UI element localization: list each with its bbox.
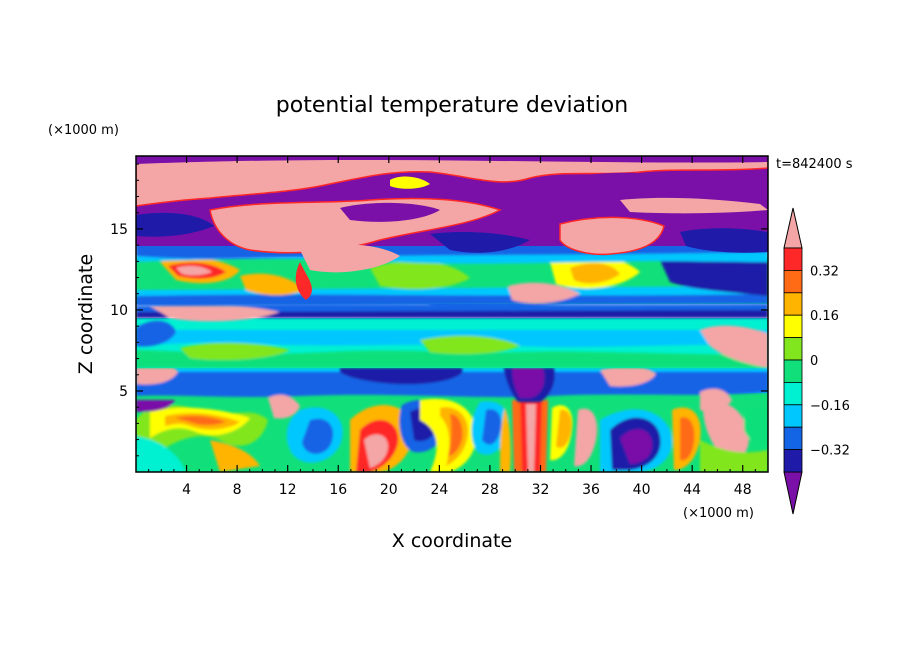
colorbar-tick-label: −0.16 bbox=[810, 399, 850, 414]
colorbar-swatch bbox=[783, 404, 803, 428]
x-tick-label: 20 bbox=[380, 482, 398, 498]
x-axis-label: X coordinate bbox=[392, 530, 512, 552]
x-axis-unit: (×1000 m) bbox=[683, 506, 754, 521]
x-tick-label: 40 bbox=[633, 482, 651, 498]
colorbar-tick-label: 0 bbox=[810, 354, 818, 369]
colorbar-tick-label: 0.32 bbox=[810, 264, 839, 279]
y-tick-label: 10 bbox=[110, 303, 128, 319]
x-tick-label: 36 bbox=[582, 482, 600, 498]
colorbar-swatch bbox=[783, 359, 803, 383]
colorbar-extend-top bbox=[783, 207, 803, 249]
colorbar-tick-label: 0.16 bbox=[810, 309, 839, 324]
time-label: t=842400 s bbox=[776, 157, 853, 172]
y-axis-label: Z coordinate bbox=[75, 254, 97, 374]
colorbar-swatch bbox=[783, 337, 803, 361]
colorbar-swatch bbox=[783, 247, 803, 271]
contour-field bbox=[136, 156, 768, 472]
lower-eddies bbox=[136, 398, 768, 472]
y-axis-unit: (×1000 m) bbox=[48, 123, 119, 138]
x-tick-label: 48 bbox=[734, 482, 752, 498]
colorbar-swatch bbox=[783, 426, 803, 451]
y-axis-ticks: 5 10 15 bbox=[110, 163, 768, 457]
x-tick-label: 28 bbox=[481, 482, 499, 498]
chart-title: potential temperature deviation bbox=[276, 93, 628, 118]
x-tick-label: 12 bbox=[279, 482, 297, 498]
x-tick-label: 32 bbox=[532, 482, 550, 498]
colorbar-extend-bottom bbox=[783, 471, 803, 515]
x-tick-label: 4 bbox=[182, 482, 191, 498]
x-tick-label: 16 bbox=[329, 482, 347, 498]
colorbar-swatch bbox=[783, 314, 803, 339]
mid-features bbox=[136, 320, 768, 368]
x-tick-label: 8 bbox=[233, 482, 242, 498]
colorbar-swatch bbox=[783, 449, 803, 473]
colorbar-swatch bbox=[783, 292, 803, 316]
upper-features bbox=[136, 156, 768, 300]
colorbar: 0.32 0.16 0 −0.16 −0.32 bbox=[783, 207, 850, 515]
x-axis-ticks: 4 8 12 16 20 24 28 32 36 40 44 48 bbox=[148, 156, 756, 498]
y-tick-label: 15 bbox=[110, 222, 128, 238]
x-tick-label: 44 bbox=[683, 482, 701, 498]
colorbar-swatch bbox=[783, 269, 803, 294]
colorbar-tick-label: −0.32 bbox=[810, 444, 850, 459]
y-tick-label: 5 bbox=[119, 384, 128, 400]
x-tick-label: 24 bbox=[430, 482, 448, 498]
colorbar-swatch bbox=[783, 381, 803, 406]
